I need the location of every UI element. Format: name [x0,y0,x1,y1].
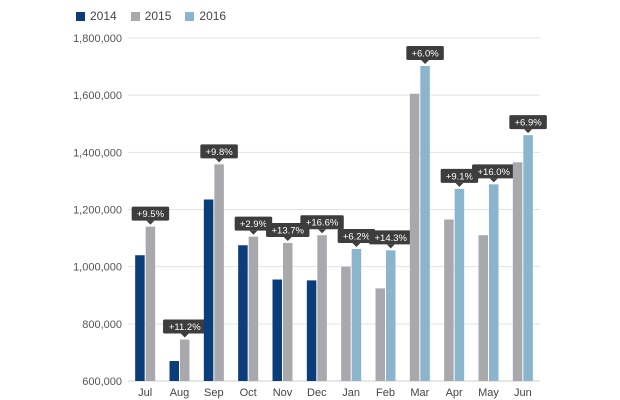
y-tick-label: 1,200,000 [73,205,122,217]
x-tick-label: Oct [240,387,257,399]
annotation-pointer [283,236,292,241]
bar-2015-may[interactable] [478,235,489,381]
x-tick-label: Jun [514,387,532,399]
bar-2014-oct[interactable] [238,245,248,381]
x-tick-label: Apr [446,387,463,399]
annotation-label: +9.8% [205,147,233,158]
bar-2016-mar[interactable] [420,66,430,382]
legend-label-2015: 2015 [144,9,172,23]
bar-2015-feb[interactable] [375,288,386,381]
annotation-box [131,206,170,221]
y-tick-label: 600,000 [82,376,122,388]
bar-2016-jan[interactable] [351,248,362,381]
legend-swatch-2014 [76,11,85,21]
annotation-box [440,168,479,183]
bar-2014-jul[interactable] [135,255,145,381]
annotation-label: +9.1% [446,171,474,182]
bar-2016-may[interactable] [489,184,499,381]
bar-2015-nov[interactable] [283,242,293,381]
x-tick-label: Nov [273,387,293,399]
x-tick-label: Feb [376,387,395,399]
y-tick-label: 800,000 [82,319,122,331]
annotation-pointer [455,182,464,187]
chart-legend: 2014 2015 2016 [76,9,226,23]
bar-2014-sep[interactable] [203,199,214,381]
bar-2015-dec[interactable] [317,235,327,381]
bar-2015-jun[interactable] [512,162,523,381]
bar-2014-nov[interactable] [272,279,283,381]
legend-swatch-2016 [185,11,195,21]
legend-swatch-2015 [130,11,140,21]
annotation-box [234,216,273,231]
annotation-label: +2.9% [240,219,268,230]
bar-2015-jul[interactable] [145,226,156,381]
annotation-pointer [352,242,361,247]
annotation-pointer [386,244,395,249]
legend-item-2014[interactable]: 2014 [76,9,117,23]
annotation-box [406,46,444,61]
bar-2016-jun[interactable] [523,135,533,381]
annotation-pointer [489,178,498,183]
annotation-label: +9.5% [137,209,165,220]
annotation-pointer [146,220,155,225]
annotation-box [472,164,516,179]
bar-2015-oct[interactable] [248,236,259,381]
annotation-box [509,115,547,130]
legend-label-2016: 2016 [199,9,227,23]
bar-2015-apr[interactable] [444,219,454,381]
annotation-pointer [180,333,189,338]
annotation-label: +13.7% [272,225,305,236]
annotation-label: +16.0% [478,167,511,178]
annotation-label: +6.0% [411,49,439,60]
x-tick-label: Mar [410,387,429,399]
annotation-pointer [421,60,430,65]
annotation-box [266,222,310,237]
annotation-box [200,144,238,159]
bar-2016-apr[interactable] [454,188,465,381]
bar-2015-aug[interactable] [180,339,190,381]
x-tick-label: May [478,387,499,399]
annotation-pointer [215,158,224,163]
annotation-box [163,319,207,334]
bar-2014-aug[interactable] [169,360,180,381]
y-tick-label: 1,600,000 [73,90,122,102]
bar-2015-jan[interactable] [341,266,351,381]
annotation-pointer [249,230,258,235]
bar-2016-feb[interactable] [386,250,396,381]
annotation-box [369,230,413,245]
bar-2015-sep[interactable] [214,164,224,381]
annotation-label: +6.2% [343,231,371,242]
x-tick-label: Sep [204,387,224,399]
x-tick-label: Aug [170,387,190,399]
x-tick-label: Dec [307,387,327,399]
x-tick-label: Jan [342,387,360,399]
legend-label-2014: 2014 [90,9,117,23]
annotation-pointer [318,229,327,234]
legend-item-2016[interactable]: 2016 [185,9,226,23]
annotation-label: +14.3% [375,233,408,244]
bar-2015-mar[interactable] [409,93,420,382]
annotation-box [300,215,344,230]
annotation-label: +11.2% [169,322,201,333]
y-tick-label: 1,800,000 [73,33,122,45]
y-tick-label: 1,000,000 [73,262,122,274]
annotation-label: +6.9% [514,118,542,129]
annotation-box [337,228,376,243]
annotation-pointer [524,129,533,134]
legend-item-2015[interactable]: 2015 [130,9,172,23]
bar-2014-dec[interactable] [306,280,317,381]
x-tick-label: Jul [138,387,152,399]
y-tick-label: 1,400,000 [73,147,122,159]
annotation-label: +16.6% [306,218,339,229]
